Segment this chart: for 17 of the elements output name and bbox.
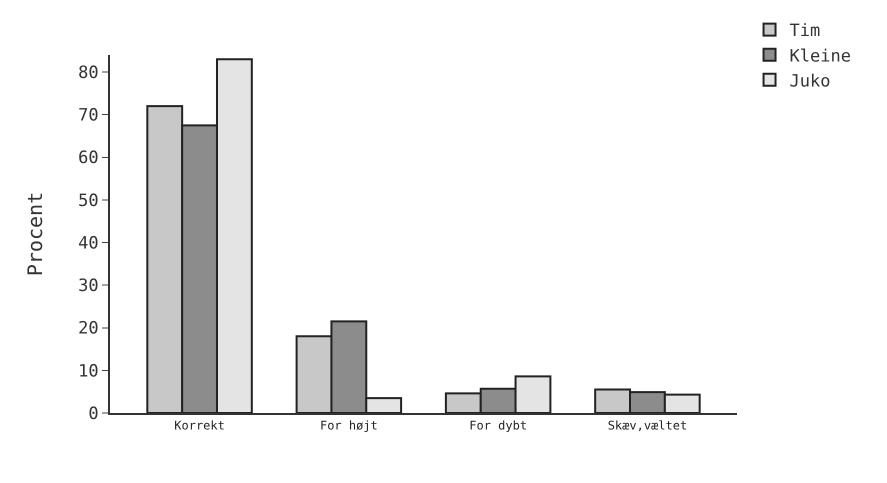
legend-label: Kleine bbox=[790, 46, 851, 66]
x-tick-label: For dybt bbox=[469, 418, 528, 432]
y-tick-label: 10 bbox=[78, 361, 99, 382]
y-tick-label: 20 bbox=[78, 318, 99, 339]
x-tick-label: Skæv,væltet bbox=[608, 418, 688, 432]
y-tick-label: 70 bbox=[78, 106, 99, 126]
y-tick-label: 60 bbox=[78, 148, 99, 168]
legend-label: Juko bbox=[790, 71, 830, 92]
y-tick-label: 80 bbox=[78, 63, 99, 83]
y-tick-label: 30 bbox=[78, 276, 99, 296]
x-tick-label: For højt bbox=[320, 418, 378, 432]
y-axis-title: Procent bbox=[23, 192, 48, 276]
y-tick-label: 50 bbox=[78, 190, 99, 211]
y-tick-label: 0 bbox=[88, 404, 99, 424]
x-tick-label: Korrekt bbox=[174, 418, 225, 432]
y-tick-label: 40 bbox=[78, 233, 99, 254]
legend-label: Tim bbox=[790, 21, 820, 42]
